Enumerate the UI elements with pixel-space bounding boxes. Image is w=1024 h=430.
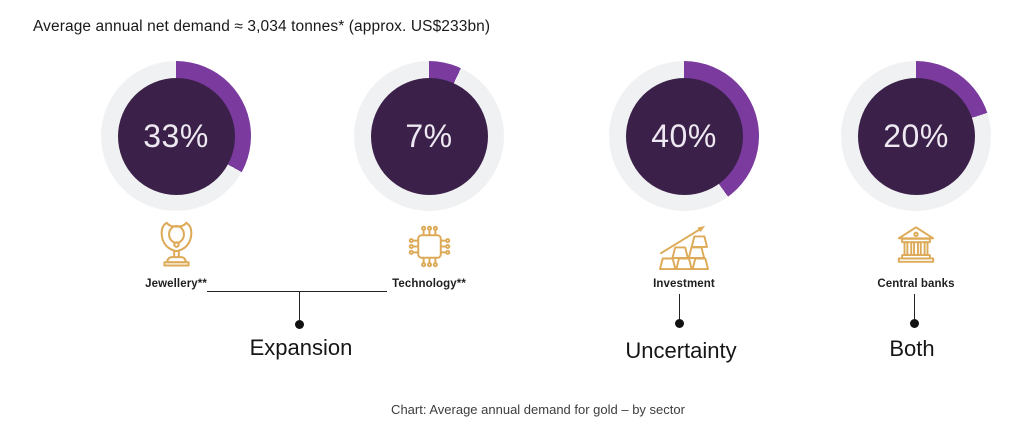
sector-technology: 7% Technology**	[349, 61, 509, 290]
sector-label-investment: Investment	[653, 278, 715, 290]
gold-bars-arrow-icon	[659, 219, 709, 273]
donut-center: 33%	[117, 77, 235, 195]
donut-central-banks: 20%	[841, 61, 991, 211]
donut-center: 7%	[370, 77, 488, 195]
chart-title: Average annual net demand ≈ 3,034 tonnes…	[33, 18, 491, 35]
group-label-uncertainty: Uncertainty	[625, 338, 737, 363]
donut-jewellery: 33%	[101, 61, 251, 211]
expansion-connector-stem	[299, 291, 300, 321]
donut-technology: 7%	[354, 61, 504, 211]
sector-central-banks: 20% Central banks	[836, 61, 996, 290]
donut-value-central-banks: 20%	[883, 117, 949, 154]
sector-label-central-banks: Central banks	[877, 278, 955, 290]
uncertainty-connector-dot	[675, 319, 684, 328]
necklace-icon	[154, 219, 199, 273]
bank-building-icon	[893, 219, 939, 273]
donut-center: 20%	[857, 77, 975, 195]
group-label-both: Both	[889, 336, 935, 361]
expansion-connector-line	[207, 291, 387, 292]
donut-investment: 40%	[609, 61, 759, 211]
sector-investment: 40% Investment	[604, 61, 764, 290]
both-connector-stem	[914, 294, 915, 321]
sector-label-jewellery: Jewellery**	[145, 278, 207, 290]
chart-caption: Chart: Average annual demand for gold – …	[391, 402, 685, 417]
donut-value-jewellery: 33%	[143, 117, 209, 154]
uncertainty-connector-stem	[679, 294, 680, 321]
expansion-connector-dot	[295, 320, 304, 329]
sector-jewellery: 33% Jewellery**	[96, 61, 256, 290]
donut-value-technology: 7%	[405, 117, 453, 154]
sector-label-technology: Technology**	[392, 278, 466, 290]
microchip-icon	[406, 219, 453, 273]
donut-center: 40%	[625, 77, 743, 195]
both-connector-dot	[910, 319, 919, 328]
donut-value-investment: 40%	[651, 117, 717, 154]
group-label-expansion: Expansion	[249, 335, 353, 360]
